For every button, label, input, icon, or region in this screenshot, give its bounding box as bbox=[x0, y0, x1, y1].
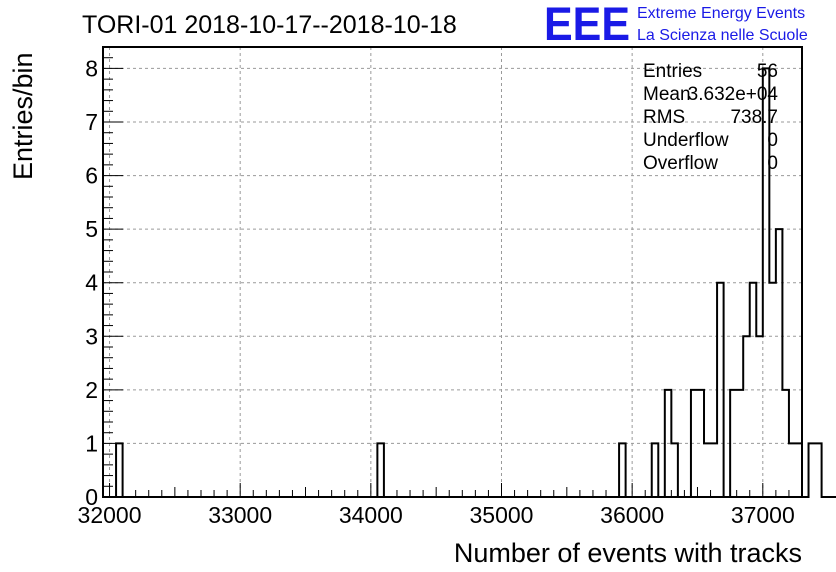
chart-title: TORI-01 2018-10-17--2018-10-18 bbox=[82, 11, 457, 39]
y-tick-label: 1 bbox=[85, 430, 98, 456]
y-tick-label: 7 bbox=[85, 109, 98, 135]
stats-mean-value: 3.632e+04 bbox=[688, 84, 779, 105]
plot-frame-rect bbox=[102, 46, 803, 498]
stats-underflow-value: 0 bbox=[767, 130, 778, 151]
stats-underflow-label: Underflow bbox=[643, 130, 729, 151]
y-tick-label: 6 bbox=[85, 163, 98, 189]
y-tick-label: 5 bbox=[85, 216, 98, 242]
logo-line-2: La Scienza nelle Scuole bbox=[637, 27, 808, 44]
y-tick-label: 2 bbox=[85, 377, 98, 403]
stats-overflow-label: Overflow bbox=[643, 153, 718, 174]
stats-entries-value: 56 bbox=[757, 61, 778, 82]
eee-logo-letters: EEE bbox=[544, 0, 630, 50]
x-axis-ticks: 32000 33000 34000 35000 36000 37000 bbox=[78, 483, 803, 528]
grid-lines bbox=[103, 47, 802, 498]
stats-rms-value: 738.7 bbox=[730, 107, 778, 128]
stats-rms-label: RMS bbox=[643, 107, 685, 128]
x-tick-label: 33000 bbox=[208, 502, 272, 528]
plot-frame bbox=[102, 46, 803, 498]
y-tick-label: 8 bbox=[85, 55, 98, 81]
x-tick-label: 32000 bbox=[78, 502, 142, 528]
y-tick-label: 3 bbox=[85, 323, 98, 349]
x-tick-label: 37000 bbox=[731, 502, 795, 528]
x-tick-label: 35000 bbox=[470, 502, 534, 528]
x-tick-label: 34000 bbox=[339, 502, 403, 528]
stats-overflow-value: 0 bbox=[767, 153, 778, 174]
y-tick-label: 4 bbox=[85, 270, 98, 296]
stats-entries-label: Entries bbox=[643, 61, 702, 82]
eee-logo: EEE Extreme Energy Events La Scienza nel… bbox=[544, 0, 808, 50]
stats-mean-label: Mean bbox=[643, 84, 691, 105]
stats-box: Entries 56 Mean 3.632e+04 RMS 738.7 Unde… bbox=[643, 61, 778, 174]
y-axis-ticks: 0 1 2 3 4 5 6 7 8 bbox=[85, 46, 123, 510]
x-tick-label: 36000 bbox=[600, 502, 664, 528]
y-axis-label: Entries/bin bbox=[8, 52, 38, 180]
logo-line-1: Extreme Energy Events bbox=[637, 5, 805, 22]
x-axis-label: Number of events with tracks bbox=[454, 538, 802, 568]
y-tick-label: 0 bbox=[85, 484, 98, 510]
